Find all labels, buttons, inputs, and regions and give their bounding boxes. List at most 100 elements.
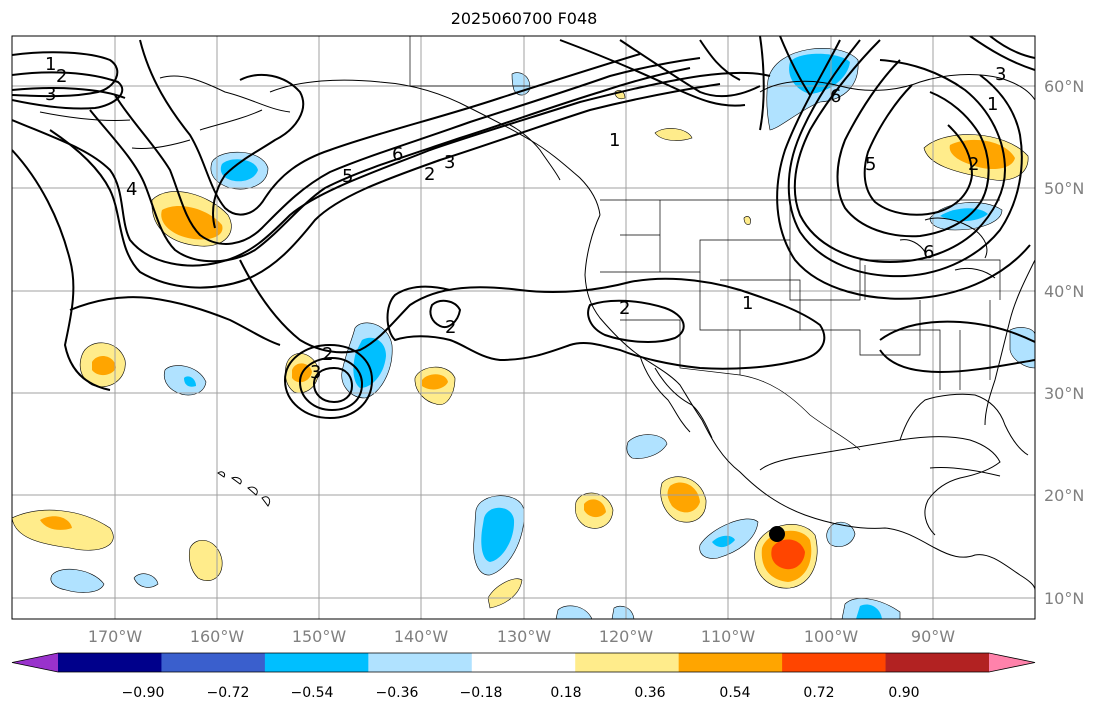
lon-label: 140°W [394, 627, 449, 646]
lat-label: 40°N [1044, 282, 1084, 301]
contour-line [212, 73, 305, 229]
lon-label: 170°W [88, 627, 143, 646]
contour-label: 5 [342, 166, 353, 187]
contour-label: 1 [742, 293, 753, 314]
colorbar-tick-label: −0.18 [460, 685, 503, 701]
colorbar-segment [575, 653, 680, 672]
positive-anomaly-patch [12, 509, 114, 551]
contour-label: 1 [987, 94, 998, 115]
negative-anomaly-patch [856, 604, 882, 619]
negative-anomaly-patch [50, 569, 105, 593]
location-marker [769, 526, 785, 542]
contour-line [429, 299, 462, 328]
aleutian-islands [39, 109, 263, 149]
contour-line [69, 296, 281, 346]
colorbar-segment [471, 653, 576, 672]
latitude-labels: 60°N 50°N 40°N 30°N 20°N 10°N [1044, 77, 1084, 608]
contour-line [879, 349, 1035, 374]
contour-labels: 1 2 3 3 4 5 6 2 3 1 1 6 5 6 2 1 3 2 2 2 … [45, 54, 1006, 383]
contour-label: 2 [56, 66, 67, 87]
contour-label: 6 [830, 86, 841, 107]
colorbar-segment [264, 653, 369, 672]
positive-anomaly-patch [92, 356, 116, 376]
contour-line [49, 83, 721, 289]
contour-label: 2 [445, 317, 456, 338]
east-coast [984, 259, 1035, 426]
negative-anomaly-patch [712, 535, 735, 548]
colorbar-segment [678, 653, 783, 672]
map-panel: 1 2 3 3 4 5 6 2 3 1 1 6 5 6 2 1 3 2 2 2 … [12, 36, 1035, 619]
contour-label: 2 [968, 154, 979, 175]
lat-label: 10°N [1044, 589, 1084, 608]
contour-line [283, 343, 374, 420]
lon-label: 150°W [292, 627, 347, 646]
borders [409, 36, 1001, 451]
contour-label: 3 [444, 152, 455, 173]
negative-anomaly-patch [481, 507, 515, 562]
contour-label: 3 [310, 362, 321, 383]
contour-line [989, 36, 1035, 59]
lon-label: 120°W [599, 627, 654, 646]
colorbar-segment [161, 653, 266, 672]
contour-line [836, 59, 990, 238]
lon-label: 100°W [804, 627, 859, 646]
positive-anomaly-patch [667, 482, 700, 513]
alaska-coast [159, 75, 601, 216]
contour-line [587, 299, 685, 343]
contour-line [793, 39, 1007, 264]
lat-label: 50°N [1044, 179, 1084, 198]
lon-label: 160°W [190, 627, 245, 646]
negative-anomaly-patch [626, 434, 668, 459]
negative-anomaly-patch [611, 605, 635, 619]
colorbar-outline [11, 652, 1036, 673]
contour-line [863, 84, 974, 216]
contour-label: 2 [424, 164, 435, 185]
west-coast [584, 214, 1035, 591]
contour-label: 3 [45, 84, 56, 105]
negative-anomaly-patch [133, 573, 159, 588]
negative-anomaly-patch [555, 605, 593, 619]
positive-anomaly-patch [487, 578, 523, 609]
contour-line [12, 87, 126, 99]
colorbar-tick-label: −0.36 [376, 685, 419, 701]
hudson-bay [759, 74, 1035, 101]
negative-anomaly-patch [826, 521, 856, 547]
contour-line [298, 356, 364, 412]
contour-line [779, 36, 811, 96]
contours [12, 36, 1035, 420]
contour-label: 2 [619, 298, 630, 319]
positive-anomaly-patch [743, 216, 751, 225]
colorbar-segment [368, 653, 473, 672]
longitude-labels: 170°W 160°W 150°W 140°W 130°W 120°W 110°… [88, 627, 955, 646]
map-title: 2025060700 F048 [450, 9, 598, 28]
colorbar-extend-low [12, 653, 58, 672]
colorbar-segment [885, 653, 990, 672]
contour-line [759, 36, 765, 131]
colorbar-tick-labels: −0.90 −0.72 −0.54 −0.36 −0.18 0.18 0.36 … [122, 685, 920, 701]
lon-label: 130°W [497, 627, 552, 646]
contour-line [239, 259, 826, 370]
map-frame [11, 35, 1036, 620]
contour-line [969, 36, 1035, 71]
positive-anomaly-patch [188, 539, 223, 581]
negative-anomaly-patch [940, 208, 988, 222]
lat-label: 60°N [1044, 77, 1084, 96]
colorbar-tick-label: 0.72 [803, 685, 834, 701]
positive-anomaly-patch [422, 374, 448, 390]
positive-anomaly-patch [584, 499, 606, 518]
colorbar-tick-label: −0.72 [207, 685, 250, 701]
contour-line [139, 39, 641, 216]
baja-peninsula [639, 355, 713, 439]
contour-label: 6 [392, 144, 403, 165]
lon-label: 110°W [701, 627, 756, 646]
contour-label: 1 [609, 130, 620, 151]
colorbar-tick-label: −0.54 [291, 685, 334, 701]
colorbar-segment [782, 653, 887, 672]
contour-line [787, 39, 1023, 278]
hawaii-islands [217, 471, 271, 507]
colorbar [11, 652, 1036, 673]
contour-line [879, 320, 1035, 343]
colorbar-segment [58, 653, 162, 672]
contour-line [312, 366, 354, 404]
